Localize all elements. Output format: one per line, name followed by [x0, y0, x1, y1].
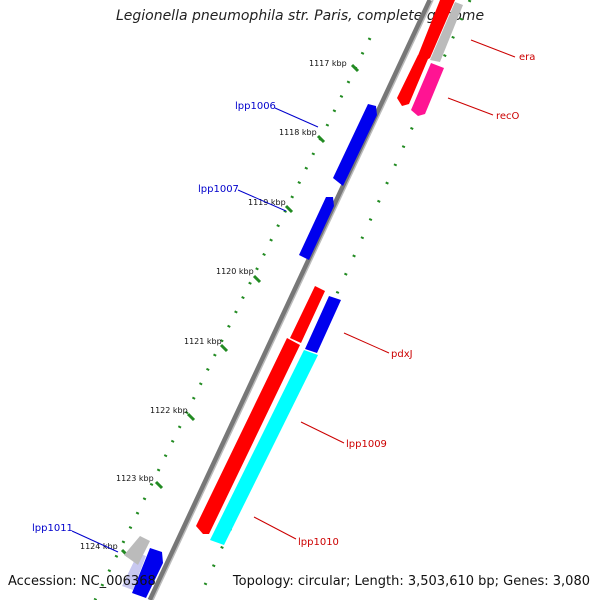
gene-lpp1011-blue[interactable]: [132, 548, 163, 598]
tick-label-1121: 1121 kbp: [184, 337, 222, 346]
label-lpp1010[interactable]: lpp1010: [298, 537, 339, 548]
genome-backbone: [147, 0, 433, 600]
gene-red-upper[interactable]: [397, 55, 428, 106]
gene-pdxJ[interactable]: [305, 296, 341, 353]
gene-recO[interactable]: [411, 63, 444, 116]
label-lpp1007[interactable]: lpp1007: [198, 184, 239, 195]
label-lpp1009[interactable]: lpp1009: [346, 439, 387, 450]
gene-lpp1009-red[interactable]: [231, 341, 299, 472]
tick-label-1117: 1117 kbp: [309, 59, 347, 68]
gene-red-pdxJ-neighbor[interactable]: [290, 286, 325, 343]
gene-lpp1009-cyan[interactable]: [210, 350, 318, 545]
genome-backbone-highlight: [152, 0, 434, 600]
label-pdxJ[interactable]: pdxJ: [391, 349, 413, 360]
label-lpp1006[interactable]: lpp1006: [235, 101, 276, 112]
map-title: Legionella pneumophila str. Paris, compl…: [115, 8, 485, 24]
tick-label-1120: 1120 kbp: [216, 267, 254, 276]
label-recO[interactable]: recO: [496, 111, 520, 122]
gene-lpp1006[interactable]: [333, 104, 377, 186]
tick-label-1123: 1123 kbp: [116, 474, 154, 483]
label-era[interactable]: era: [519, 52, 535, 63]
tick-label-1118: 1118 kbp: [279, 128, 317, 137]
gene-era-red[interactable]: [417, 0, 455, 62]
tick-label-1122: 1122 kbp: [150, 406, 188, 415]
label-lpp1011[interactable]: lpp1011: [32, 523, 73, 534]
gene-lpp1007[interactable]: [299, 197, 334, 260]
accession-text: Accession: NC_006368: [8, 574, 156, 589]
inner-ring-dots: [203, 0, 472, 586]
tick-label-1124: 1124 kbp: [80, 542, 118, 551]
topology-text: Topology: circular; Length: 3,503,610 bp…: [232, 574, 590, 589]
gene-lpp1011-shadow: [122, 553, 146, 590]
gene-era-grey[interactable]: [430, 2, 463, 62]
callout-lines: [71, 39, 516, 553]
gene-grey-left[interactable]: [124, 536, 150, 565]
